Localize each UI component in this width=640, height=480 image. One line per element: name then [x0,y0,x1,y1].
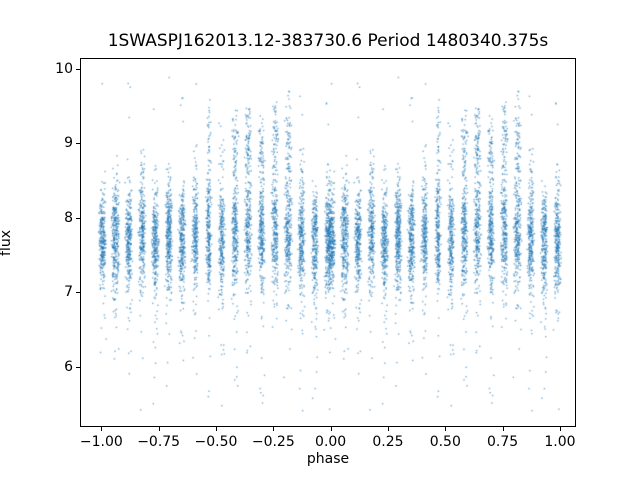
x-tick-label: 0.00 [315,434,347,450]
x-tick-mark [559,427,561,431]
y-tick-label: 10 [55,60,73,77]
y-tick-label: 6 [64,358,73,375]
x-tick-label: −1.00 [79,434,123,450]
y-tick-mark [76,217,80,219]
x-tick-label: 0.25 [372,434,404,450]
y-tick-label: 8 [64,209,73,226]
y-tick-mark [76,366,80,368]
x-tick-mark [330,427,332,431]
y-tick-mark [76,292,80,294]
y-tick-label: 9 [64,135,73,152]
x-tick-label: −0.50 [194,434,238,450]
x-tick-mark [445,427,447,431]
y-tick-mark [76,68,80,70]
x-tick-mark [387,427,389,431]
x-tick-mark [158,427,160,431]
x-tick-mark [502,427,504,431]
plot-frame [80,58,576,427]
y-tick-mark [76,143,80,145]
x-tick-label: 1.00 [544,434,576,450]
x-tick-mark [101,427,103,431]
x-tick-label: 0.75 [487,434,519,450]
x-tick-label: 0.50 [429,434,461,450]
x-tick-mark [215,427,217,431]
x-tick-label: −0.75 [137,434,181,450]
x-tick-mark [273,427,275,431]
x-tick-label: −0.25 [251,434,295,450]
y-tick-label: 7 [64,284,73,301]
x-axis-label: phase [306,451,350,467]
